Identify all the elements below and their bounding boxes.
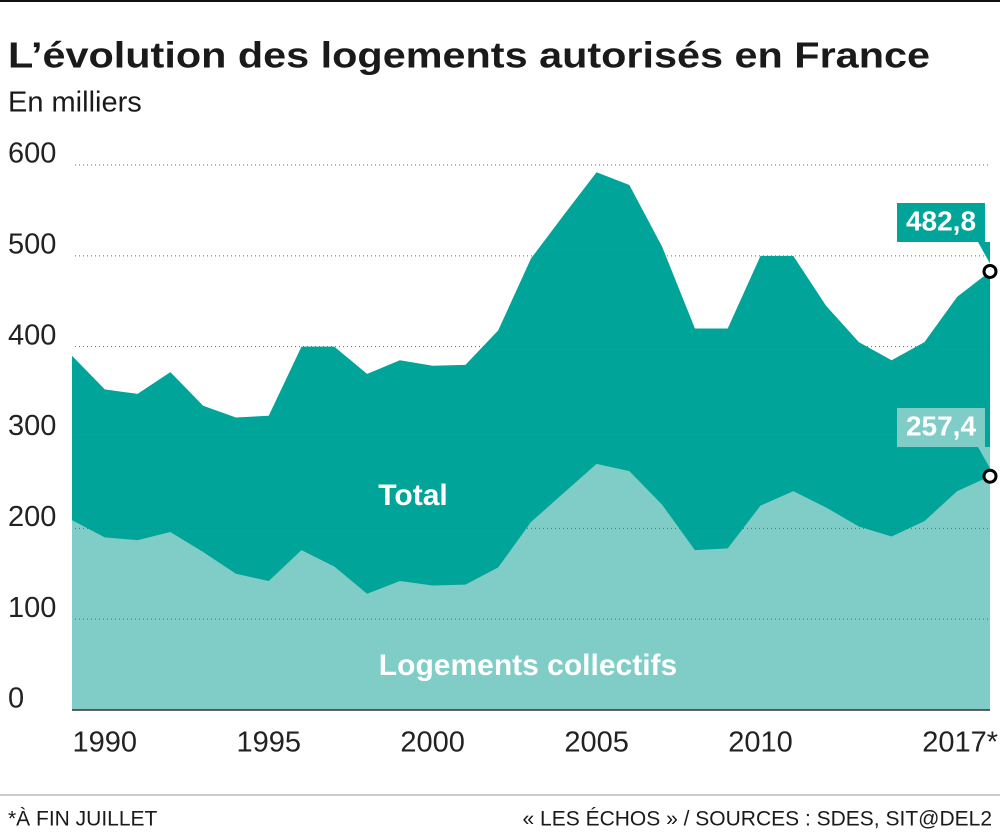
y-tick-label: 0 [8,683,24,715]
x-tick-label: 2010 [728,727,793,759]
label-box [897,203,985,242]
y-tick-label: 600 [8,138,56,170]
value-label: 257,4 [906,410,976,441]
y-tick-label: 300 [8,410,56,442]
x-tick-label: 2000 [400,727,465,759]
x-tick-label: 1990 [73,727,138,759]
footnote: *À FIN JUILLET [8,808,158,831]
source: « LES ÉCHOS » / SOURCES : SDES, SIT@DEL2 [523,808,992,831]
label-box [897,408,985,447]
x-tick-label: 1995 [236,727,301,759]
end-marker [982,263,998,279]
chart-title: L’évolution des logements autorisés en F… [8,35,930,76]
x-tick-label: 2017* [922,727,998,759]
series-label: Total [378,479,447,512]
value-label: 482,8 [906,205,976,236]
end-marker [982,468,998,484]
y-tick-label: 500 [8,228,56,260]
x-tick-label: 2005 [564,727,629,759]
plot: 0 100 200 300 400 500 600 1990 1995 2000 2005 2010 2… [8,138,998,759]
label-pointer [978,447,990,469]
y-tick-label: 400 [8,319,56,351]
chart-subtitle: En milliers [8,87,142,119]
y-tick-label: 200 [8,501,56,533]
y-tick-label: 100 [8,592,56,624]
label-pointer [978,242,990,264]
area [72,463,990,710]
series-label: Logements collectifs [379,649,677,682]
